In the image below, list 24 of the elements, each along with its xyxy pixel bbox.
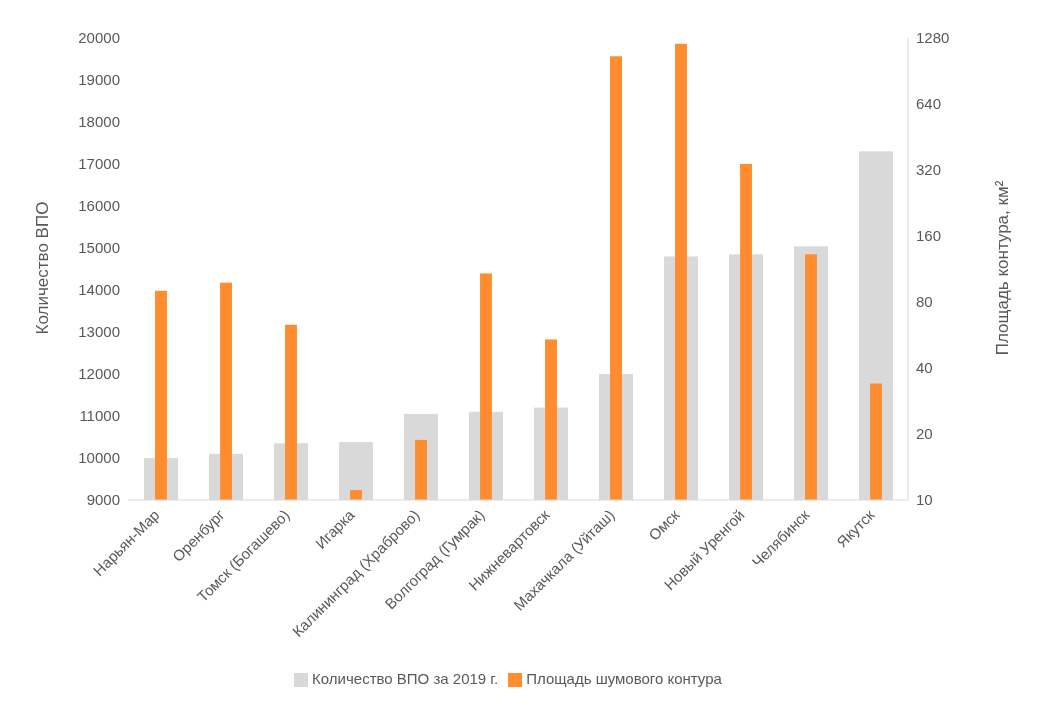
y2-tick-label: 40 bbox=[916, 359, 933, 377]
y2-tick-label: 80 bbox=[916, 293, 933, 311]
y-tick-label: 10000 bbox=[78, 449, 120, 467]
y-tick-label: 20000 bbox=[78, 29, 120, 47]
y2-tick-label: 20 bbox=[916, 425, 933, 443]
y2-axis-title: Площадь контура, км² bbox=[993, 180, 1012, 356]
y-tick-label: 11000 bbox=[79, 407, 120, 425]
y2-tick-label: 10 bbox=[916, 491, 933, 509]
y2-tick-label: 640 bbox=[916, 95, 942, 113]
y-tick-label: 18000 bbox=[78, 113, 120, 131]
y-tick-label: 13000 bbox=[78, 323, 120, 341]
y2-tick-label: 160 bbox=[916, 227, 942, 245]
y-axis-title: Количество ВПО bbox=[33, 201, 52, 335]
y-tick-label: 9000 bbox=[86, 491, 120, 509]
y-tick-label: 12000 bbox=[78, 365, 120, 383]
y-tick-label: 16000 bbox=[78, 197, 120, 215]
y2-tick-label: 1280 bbox=[916, 29, 950, 47]
y-tick-label: 14000 bbox=[78, 281, 120, 299]
y2-tick-label: 320 bbox=[916, 161, 942, 179]
y-tick-label: 19000 bbox=[78, 71, 120, 89]
y-tick-label: 15000 bbox=[78, 239, 120, 257]
legend-label: Количество ВПО за 2019 г. bbox=[312, 670, 499, 687]
legend-label: Площадь шумового контура bbox=[526, 670, 722, 687]
y-tick-label: 17000 bbox=[78, 155, 120, 173]
